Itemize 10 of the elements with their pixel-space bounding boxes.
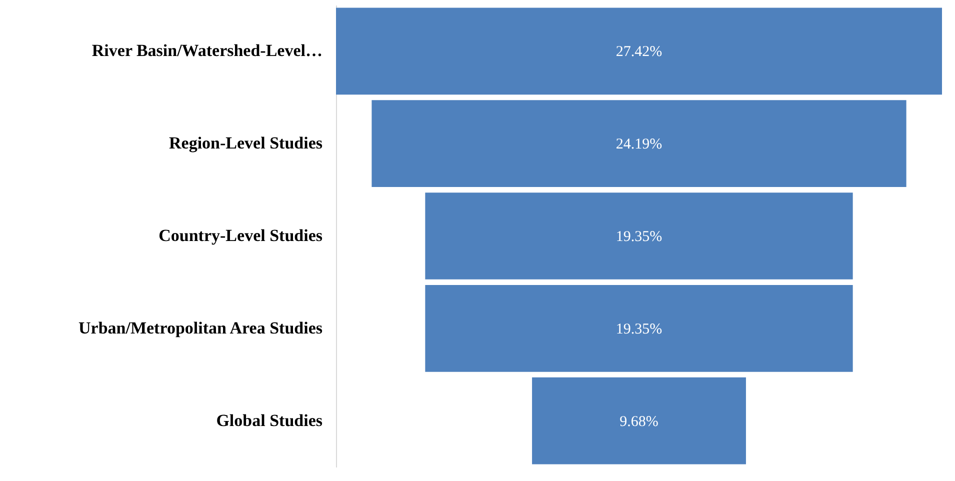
data-label: 19.35% <box>616 321 662 338</box>
data-label: 19.35% <box>616 229 662 245</box>
data-label: 24.19% <box>616 136 662 153</box>
category-label: Global Studies <box>216 410 323 430</box>
data-label: 27.42% <box>616 44 662 60</box>
category-label: Region-Level Studies <box>169 134 323 153</box>
category-label: Urban/Metropolitan Area Studies <box>78 318 323 338</box>
data-label: 9.68% <box>620 414 658 430</box>
category-label: River Basin/Watershed-Level… <box>92 41 322 60</box>
category-label: Country-Level Studies <box>158 226 323 245</box>
